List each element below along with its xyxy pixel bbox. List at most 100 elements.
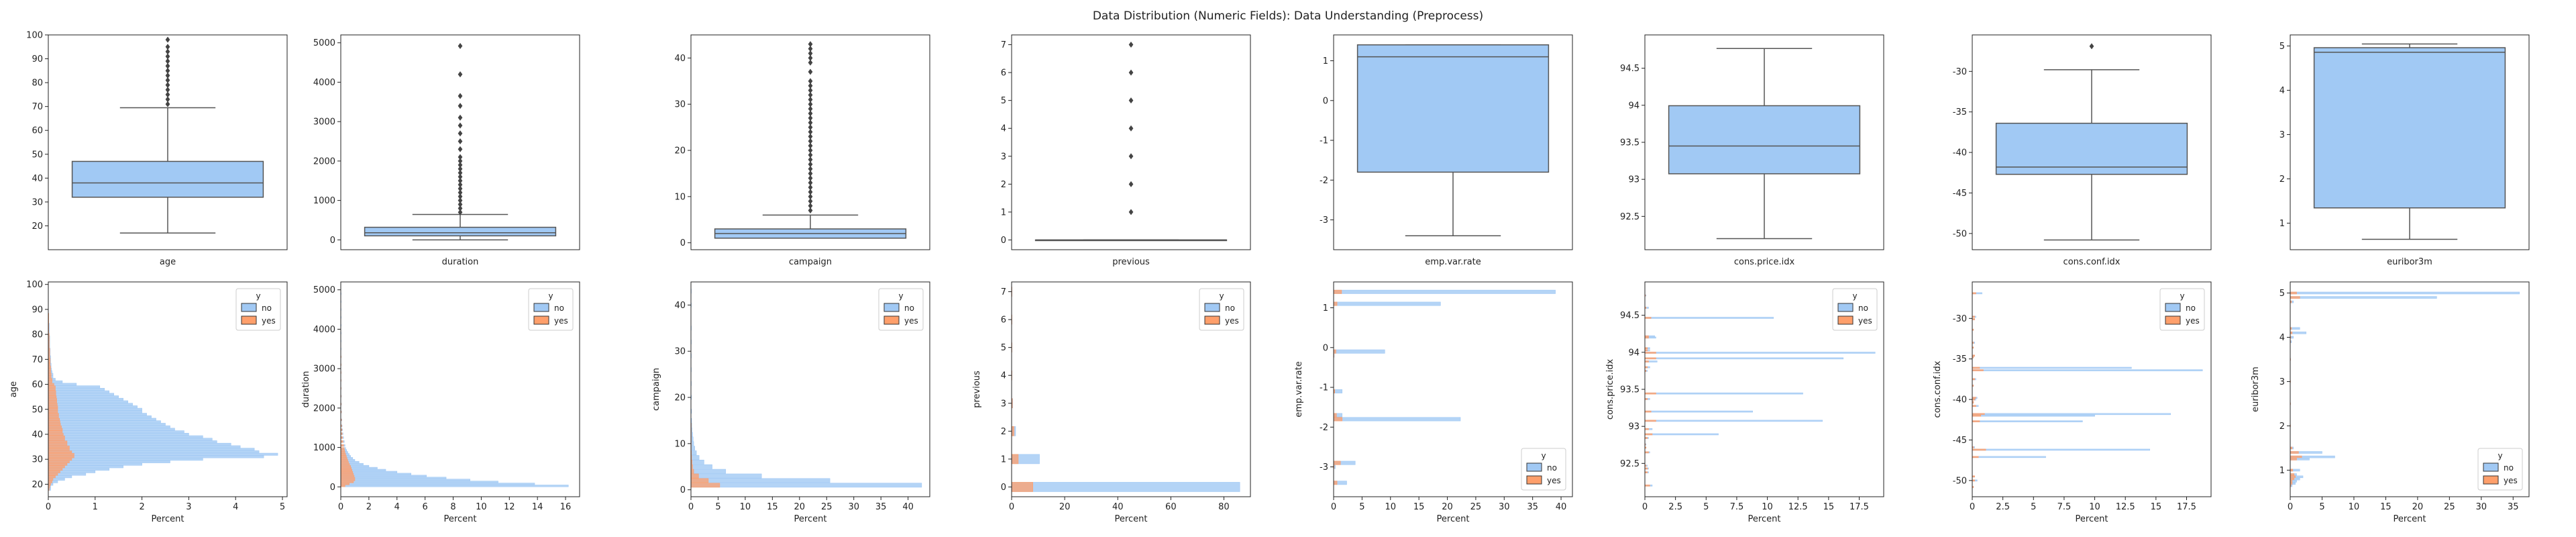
y-tick-label: 0 bbox=[1001, 236, 1006, 246]
y-tick-label: -3 bbox=[1320, 215, 1328, 226]
legend-title: y bbox=[1852, 291, 1857, 301]
bar-no bbox=[1644, 410, 1753, 413]
x-tick-label: 15 bbox=[767, 502, 778, 512]
x-tick-label: 2.5 bbox=[1668, 502, 1682, 512]
bar-yes bbox=[48, 375, 52, 379]
outlier-point bbox=[808, 110, 813, 117]
y-tick-label: 80 bbox=[32, 79, 43, 89]
axes-frame bbox=[2290, 281, 2530, 497]
legend: yno yes bbox=[878, 288, 924, 331]
x-tick-label: 3 bbox=[186, 502, 191, 512]
bar-yes bbox=[340, 465, 351, 468]
y-tick-label: 1 bbox=[2279, 219, 2285, 229]
outlier-point bbox=[808, 119, 813, 126]
bar-no bbox=[690, 450, 697, 456]
x-tick-label: 30 bbox=[848, 502, 859, 512]
bar-yes bbox=[48, 370, 51, 373]
bar-yes bbox=[2290, 475, 2296, 479]
x-tick-label: 15 bbox=[2380, 502, 2392, 512]
legend-title: y bbox=[548, 291, 553, 301]
outlier-point bbox=[165, 87, 170, 93]
x-tick-label: 60 bbox=[1165, 502, 1177, 512]
outlier-point bbox=[458, 93, 463, 99]
y-tick-label: 10 bbox=[674, 192, 686, 202]
x-tick-label: 12 bbox=[504, 502, 515, 512]
x-tick-label: 80 bbox=[1218, 502, 1230, 512]
y-tick-label: 0 bbox=[330, 236, 335, 246]
outlier-point bbox=[808, 156, 813, 163]
bar-yes bbox=[48, 415, 59, 418]
outlier-point bbox=[808, 152, 813, 158]
histogram-age: 0 1 2 3 4 5 Percent age yno yes 20 30 40 50 60 70 80 90 10… bbox=[9, 280, 288, 524]
outlier-point bbox=[808, 175, 813, 181]
outlier-point bbox=[1128, 42, 1134, 48]
legend: yno yes bbox=[2159, 288, 2205, 331]
outlier-point bbox=[808, 50, 813, 57]
bar-yes bbox=[340, 471, 354, 473]
bar-yes bbox=[48, 418, 60, 421]
y-tick-label: 1 bbox=[1323, 303, 1328, 313]
bar-yes bbox=[48, 448, 70, 451]
bar-yes bbox=[340, 485, 345, 487]
x-tick-label: 7.5 bbox=[1730, 502, 1744, 512]
bar-yes bbox=[48, 410, 58, 413]
outlier-point bbox=[1128, 209, 1134, 215]
outlier-point bbox=[458, 197, 463, 204]
x-axis-label: Percent bbox=[152, 514, 184, 524]
legend: yno yes bbox=[1199, 288, 1244, 331]
bar-yes bbox=[48, 380, 52, 383]
x-axis-label: Percent bbox=[2076, 514, 2108, 524]
outlier-point bbox=[808, 129, 813, 136]
bar-yes bbox=[48, 462, 68, 466]
bar-yes bbox=[1333, 349, 1336, 354]
axes-frame bbox=[1333, 281, 1573, 497]
y-tick-label: 20 bbox=[674, 146, 686, 156]
bar-yes bbox=[1644, 392, 1656, 395]
legend-swatch-no bbox=[241, 303, 257, 312]
axes-frame bbox=[48, 34, 288, 250]
x-tick-label: 0 bbox=[1970, 502, 1975, 512]
outlier-point bbox=[458, 130, 463, 137]
y-tick-label: 4 bbox=[2279, 333, 2285, 343]
bar-yes bbox=[340, 451, 345, 454]
x-tick-label: 2 bbox=[366, 502, 372, 512]
x-tick-label: 20 bbox=[1059, 502, 1071, 512]
y-tick-label: 30 bbox=[674, 100, 686, 110]
outlier-point bbox=[808, 184, 813, 191]
boxplot-duration: duration 0 1000 2000 3000 4000 5000 bbox=[313, 34, 580, 267]
y-tick-label: 50 bbox=[32, 405, 43, 415]
x-tick-label: 10 bbox=[1762, 502, 1773, 512]
bar-yes bbox=[48, 477, 54, 481]
outlier-point bbox=[165, 91, 170, 98]
x-axis-label: Percent bbox=[1115, 514, 1148, 524]
x-tick-label: 40 bbox=[1112, 502, 1124, 512]
bar-yes bbox=[1972, 448, 1986, 451]
bar-yes bbox=[48, 428, 63, 431]
legend-label-no: no bbox=[2504, 463, 2514, 473]
outlier-point bbox=[808, 46, 813, 52]
axes-frame bbox=[340, 34, 580, 250]
bar-yes bbox=[1011, 482, 1033, 492]
bar-yes bbox=[48, 480, 52, 483]
bar-yes bbox=[340, 469, 353, 471]
outlier-point bbox=[458, 122, 463, 129]
y-tick-label: -40 bbox=[1953, 148, 1967, 158]
outlier-point bbox=[458, 146, 463, 152]
outlier-point bbox=[808, 142, 813, 149]
bar-no bbox=[48, 452, 278, 456]
legend: yno yes bbox=[2477, 448, 2523, 491]
outlier-point bbox=[458, 193, 463, 200]
bar-yes bbox=[340, 462, 350, 466]
bar-no bbox=[1644, 392, 1803, 395]
x-axis-label: euribor3m bbox=[2387, 257, 2432, 267]
y-tick-label: 70 bbox=[32, 102, 43, 112]
outlier-point bbox=[165, 36, 170, 43]
bar-no bbox=[48, 423, 166, 426]
axes-frame bbox=[1333, 34, 1573, 250]
bar-yes bbox=[2290, 291, 2297, 295]
outlier-point bbox=[808, 115, 813, 121]
legend-label-yes: yes bbox=[554, 316, 568, 326]
x-tick-label: 4 bbox=[394, 502, 400, 512]
bar-yes bbox=[1972, 414, 1982, 417]
